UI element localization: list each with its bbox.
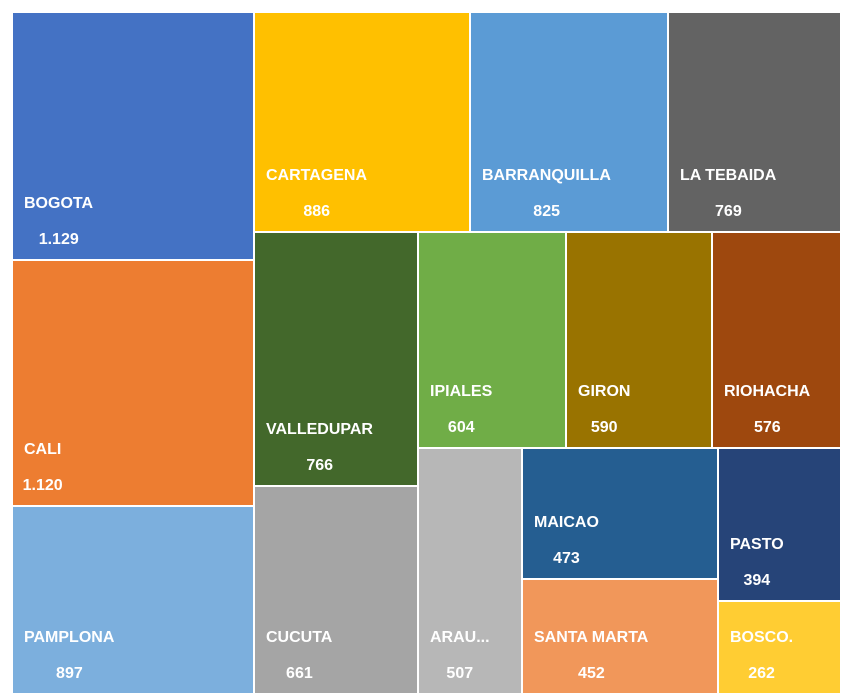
tile — [667, 11, 841, 233]
tile-value: 886 — [303, 203, 330, 220]
tile — [521, 578, 719, 694]
tile-value: 452 — [578, 665, 605, 682]
tile-label: GIRON — [578, 383, 630, 400]
tile — [711, 231, 841, 449]
tile-value: 769 — [715, 203, 742, 220]
tile-label: CALI — [24, 441, 61, 458]
tile-value: 394 — [743, 572, 770, 589]
tile-value: 507 — [446, 665, 473, 682]
tile-label: RIOHACHA — [724, 383, 811, 400]
tile-label: BOSCO. — [730, 629, 793, 646]
tile — [469, 11, 669, 233]
tile-value: 897 — [56, 665, 83, 682]
tile — [565, 231, 713, 449]
tile-value: 766 — [306, 457, 333, 474]
tile-value: 262 — [748, 665, 775, 682]
tile — [11, 11, 255, 261]
tile-label: PASTO — [730, 536, 784, 553]
tile-label: MAICAO — [534, 514, 599, 531]
tile — [253, 485, 419, 694]
tile-label: CARTAGENA — [266, 167, 367, 184]
tile-value: 576 — [754, 419, 781, 436]
tile-label: PAMPLONA — [24, 629, 115, 646]
tile — [11, 259, 255, 507]
tile — [253, 231, 419, 487]
tile — [417, 447, 523, 694]
tile — [717, 447, 841, 602]
tile-label: BARRANQUILLA — [482, 167, 611, 184]
tile-label: CUCUTA — [266, 629, 333, 646]
tile-value: 1.129 — [39, 231, 79, 248]
tile-value: 604 — [448, 419, 475, 436]
tile-label: SANTA MARTA — [534, 629, 649, 646]
tile-label: ARAU... — [430, 629, 490, 646]
tile — [253, 11, 471, 233]
tile-label: LA TEBAIDA — [680, 167, 777, 184]
tile — [521, 447, 719, 580]
tile-label: VALLEDUPAR — [266, 421, 373, 438]
tile-value: 590 — [591, 419, 618, 436]
tile-value: 825 — [533, 203, 560, 220]
tile — [11, 505, 255, 694]
tile-value: 661 — [286, 665, 313, 682]
tile-value: 473 — [553, 550, 580, 567]
tile-label: BOGOTA — [24, 195, 93, 212]
tile — [417, 231, 567, 449]
tile-value: 1.120 — [23, 477, 63, 494]
tile-label: IPIALES — [430, 383, 493, 400]
tile — [717, 600, 841, 694]
